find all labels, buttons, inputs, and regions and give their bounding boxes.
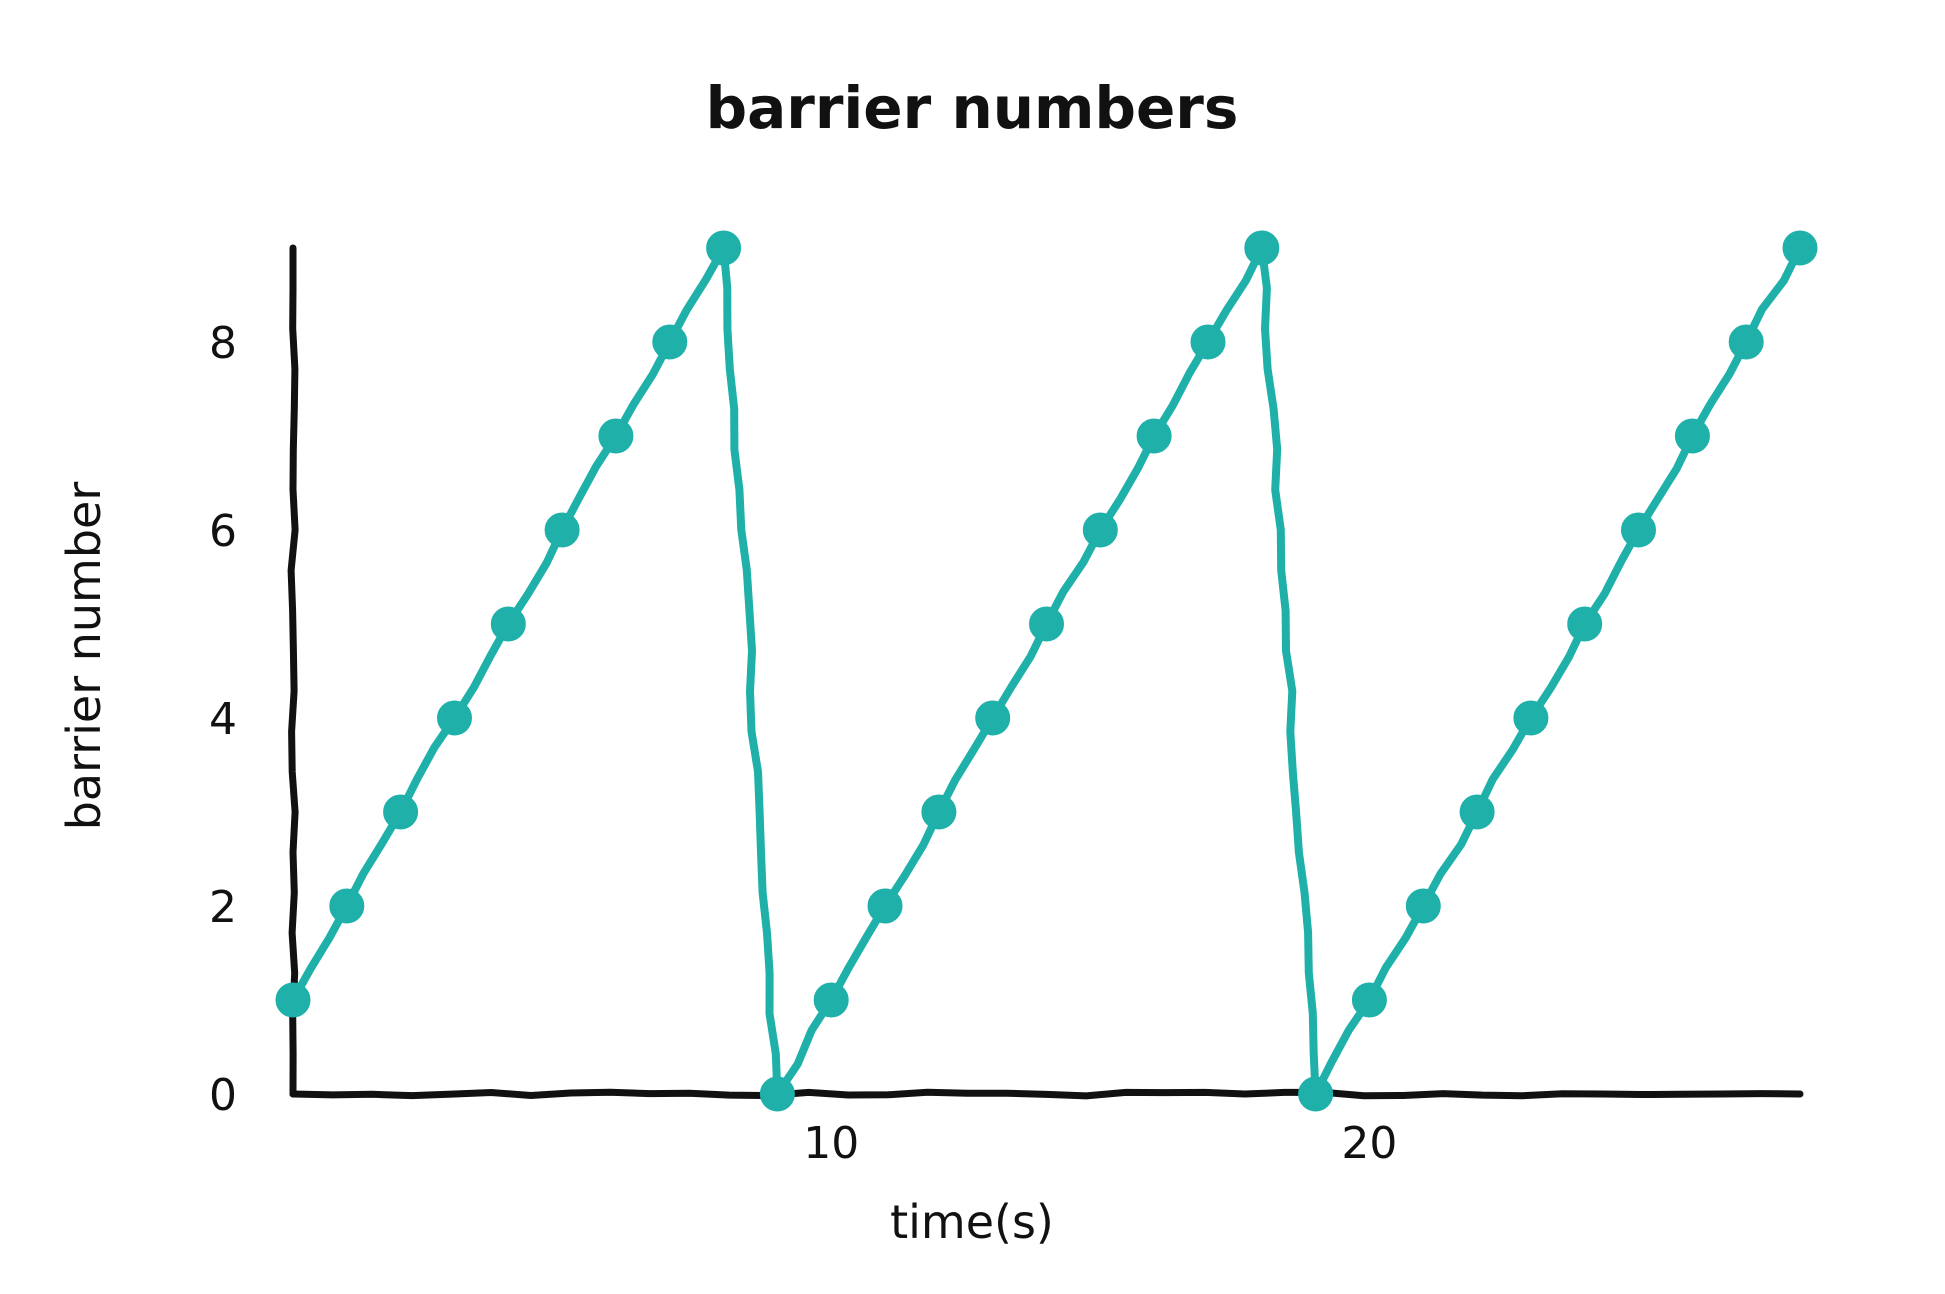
data-point bbox=[544, 512, 580, 548]
data-point bbox=[1351, 982, 1387, 1018]
data-point bbox=[921, 794, 957, 830]
data-point bbox=[1782, 230, 1818, 266]
y-axis-line bbox=[287, 244, 299, 1098]
data-point bbox=[1459, 794, 1495, 830]
y-tick-label: 0 bbox=[209, 1070, 237, 1121]
data-point bbox=[1190, 324, 1226, 360]
data-point bbox=[1621, 512, 1656, 548]
x-axis-line bbox=[289, 1088, 1804, 1100]
data-point bbox=[329, 888, 365, 924]
data-point bbox=[437, 700, 472, 736]
data-point bbox=[490, 606, 526, 642]
y-tick-label: 6 bbox=[209, 506, 237, 557]
data-point bbox=[652, 324, 688, 360]
data-point bbox=[275, 982, 311, 1018]
y-tick-label: 8 bbox=[209, 318, 237, 369]
x-tick-label: 10 bbox=[803, 1118, 859, 1169]
tick-labels: 0 2 4 6 8 10 20 bbox=[209, 318, 1397, 1169]
data-point bbox=[1082, 512, 1118, 548]
series-layer bbox=[275, 230, 1818, 1112]
data-point bbox=[1029, 606, 1064, 642]
data-point bbox=[813, 982, 849, 1018]
x-tick-label: 20 bbox=[1341, 1118, 1397, 1169]
data-point bbox=[1244, 230, 1280, 266]
y-axis-label: barrier number bbox=[57, 482, 111, 831]
data-point bbox=[759, 1076, 795, 1112]
data-point bbox=[1513, 700, 1549, 736]
data-point bbox=[1567, 606, 1603, 642]
data-point bbox=[1136, 418, 1172, 454]
data-point bbox=[1298, 1076, 1334, 1112]
data-point bbox=[1405, 888, 1441, 924]
chart-title: barrier numbers bbox=[706, 74, 1239, 142]
data-point bbox=[598, 418, 634, 454]
data-point bbox=[1728, 324, 1764, 360]
y-tick-label: 2 bbox=[209, 882, 237, 933]
y-tick-label: 4 bbox=[209, 694, 237, 745]
x-axis-label: time(s) bbox=[890, 1195, 1054, 1249]
axes bbox=[287, 244, 1804, 1100]
data-point bbox=[975, 700, 1011, 736]
data-point bbox=[706, 230, 742, 266]
data-point bbox=[867, 888, 903, 924]
data-point bbox=[383, 794, 419, 830]
series-line bbox=[289, 244, 1804, 1098]
data-point bbox=[1674, 418, 1710, 454]
